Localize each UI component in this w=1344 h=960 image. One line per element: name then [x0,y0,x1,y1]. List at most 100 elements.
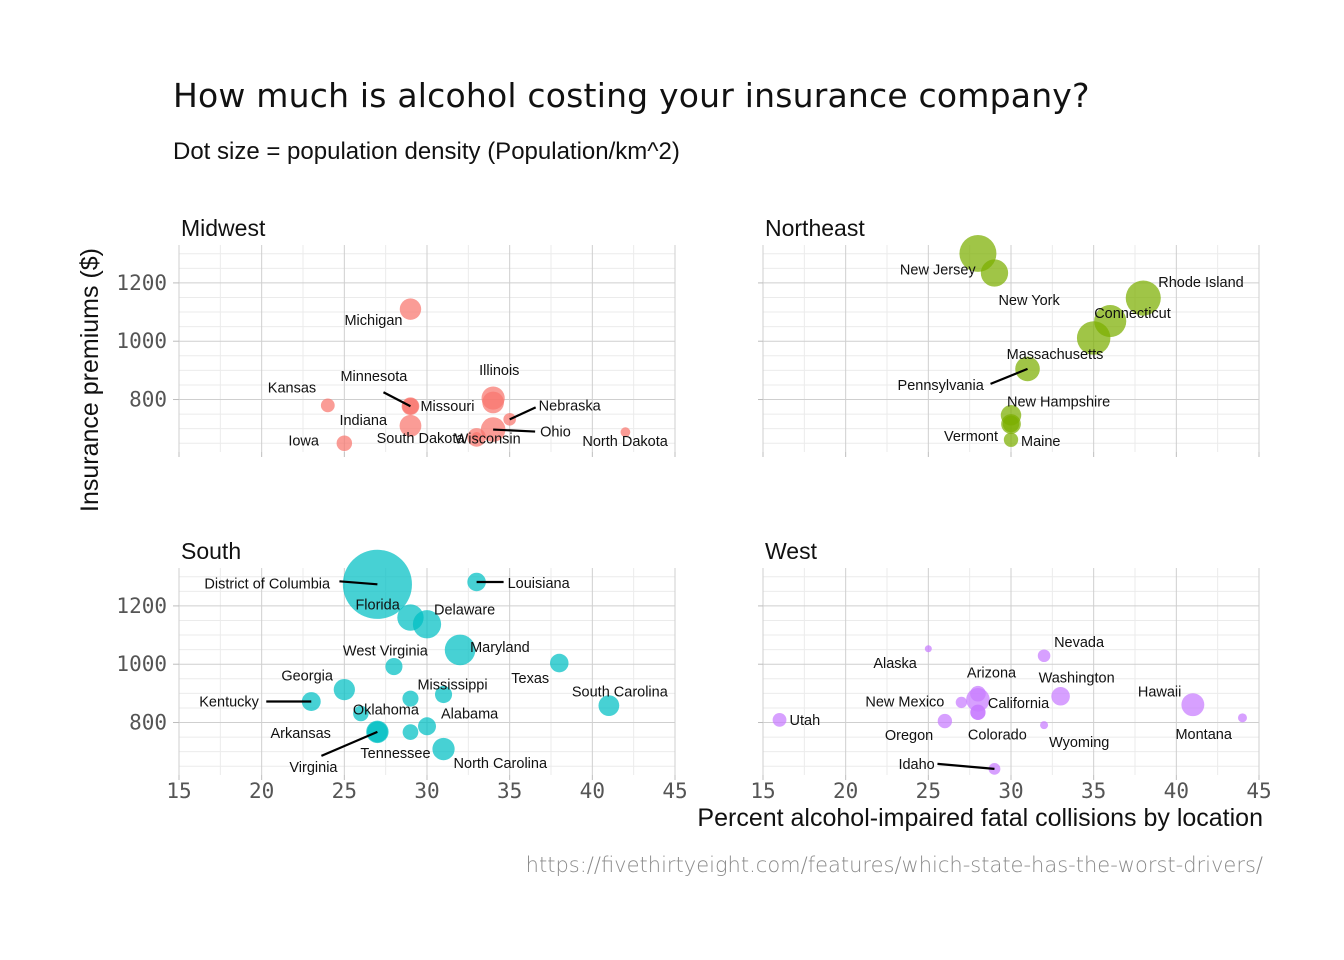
data-point-new-york[interactable] [980,259,1009,287]
data-point-wyoming[interactable] [1040,721,1049,730]
point-label-nebraska: Nebraska [539,398,602,414]
data-point-washington[interactable] [1051,687,1070,706]
data-point-connecticut[interactable] [1094,305,1127,338]
facet-midwest: 800 1000 1200 Midwest Michigan Kansas Indiana M… [116,215,676,457]
leader-line-ohio [493,428,536,433]
data-point-north-carolina[interactable] [432,737,455,761]
y-tick-label: 800 [129,711,167,735]
data-point-iowa[interactable] [336,435,353,451]
point-label-minnesota: Minnesota [340,369,408,385]
point-label-alaska: Alaska [873,656,917,672]
data-point-unlabeled[interactable] [482,391,504,414]
data-point-alabama[interactable] [417,717,437,736]
data-point-vermont[interactable] [1002,415,1020,433]
data-point-indiana[interactable] [399,414,422,437]
facet-northeast: Northeast New Jersey New York Rhode Island C… [758,215,1260,457]
point-label-alabama: Alabama [441,706,499,722]
point-label-delaware: Delaware [434,602,495,618]
x-tick-label: 40 [580,779,605,803]
data-point-mississippi[interactable] [402,690,419,707]
data-point-unlabeled[interactable] [434,685,453,704]
point-label-west-virginia: West Virginia [343,644,429,660]
data-point-nevada[interactable] [1037,649,1051,663]
data-point-south-dakota[interactable] [471,431,482,442]
x-axis-title: Percent alcohol-impaired fatal collision… [697,804,1263,832]
facet-title-northeast: Northeast [765,215,865,241]
y-tick-label: 1000 [116,652,167,676]
data-point-kansas[interactable] [320,398,335,413]
point-label-washington: Washington [1039,670,1115,686]
point-label-mississippi: Mississippi [417,678,487,694]
data-point-utah[interactable] [772,712,787,727]
point-label-texas: Texas [511,671,549,687]
point-label-connecticut: Connecticut [1094,306,1171,322]
point-label-north-carolina: North Carolina [454,756,548,772]
point-label-kansas: Kansas [268,380,316,396]
point-label-oklahoma: Oklahoma [353,702,420,718]
data-point-florida[interactable] [397,604,424,631]
x-tick-label: 20 [833,779,858,803]
point-label-georgia: Georgia [281,669,334,685]
data-point-maine[interactable] [1003,432,1019,447]
y-axis-title: Insurance premiums ($) [76,248,104,512]
data-point-arkansas[interactable] [402,724,419,740]
y-tick-label: 1000 [116,329,167,353]
point-label-colorado: Colorado [968,727,1027,743]
point-label-maryland: Maryland [470,640,530,656]
point-label-nevada: Nevada [1054,635,1105,651]
x-tick-label: 35 [1081,779,1106,803]
point-label-california: California [988,696,1050,712]
data-point-west-virginia[interactable] [385,657,403,676]
point-label-tennessee: Tennessee [360,746,430,762]
y-tick-label: 800 [129,388,167,412]
x-tick-label: 35 [497,779,522,803]
point-label-wyoming: Wyoming [1049,735,1109,751]
chart-subtitle: Dot size = population density (Populatio… [173,138,680,165]
data-point-oklahoma[interactable] [353,705,369,722]
point-label-vermont: Vermont [944,429,998,445]
x-tick-label: 40 [1164,779,1189,803]
data-point-colorado[interactable] [970,704,986,720]
source-caption[interactable]: https://fivethirtyeight.com/features/whi… [525,853,1263,877]
data-point-alaska[interactable] [924,645,932,653]
data-point-nebraska[interactable] [503,413,516,426]
point-label-ohio: Ohio [540,425,571,441]
data-point-rhode-island[interactable] [1125,280,1161,316]
point-label-new-york: New York [998,293,1060,309]
point-label-montana: Montana [1175,727,1232,743]
data-point-south-carolina[interactable] [598,695,620,716]
data-point-new-mexico[interactable] [955,696,968,709]
data-point-north-dakota[interactable] [620,427,631,438]
data-point-hawaii[interactable] [1181,693,1205,717]
chart-title: How much is alcohol costing your insuran… [173,76,1090,115]
facet-south: 800 1000 1200 15 20 25 30 35 40 45 South District o… [116,538,687,803]
facet-title-midwest: Midwest [181,215,266,241]
leader-line-district-of-columbia [339,580,378,586]
data-point-maryland[interactable] [444,634,476,666]
data-point-montana[interactable] [1237,713,1247,723]
point-label-illinois: Illinois [479,363,519,379]
point-label-iowa: Iowa [288,433,320,449]
data-point-michigan[interactable] [399,298,422,320]
y-tick-label: 1200 [116,594,167,618]
point-label-missouri: Missouri [420,399,474,415]
x-tick-label: 45 [1246,779,1271,803]
point-label-virginia: Virginia [289,760,338,776]
y-tick-label: 1200 [116,271,167,295]
x-tick-label: 20 [249,779,274,803]
point-label-new-hampshire: New Hampshire [1007,394,1110,410]
point-label-arizona: Arizona [967,666,1017,682]
point-label-florida: Florida [355,598,400,614]
point-label-district-of-columbia: District of Columbia [204,576,331,592]
facet-panels: 800 1000 1200 Midwest Michigan Kansas Indiana M… [116,215,1271,803]
point-label-hawaii: Hawaii [1138,685,1182,701]
data-point-georgia[interactable] [333,678,355,701]
data-point-oregon[interactable] [937,713,953,729]
data-point-texas[interactable] [549,653,569,673]
data-point-arizona[interactable] [970,685,986,702]
point-label-idaho: Idaho [898,757,934,773]
point-label-kentucky: Kentucky [199,695,259,711]
x-tick-label: 15 [166,779,191,803]
point-label-pennsylvania: Pennsylvania [898,378,985,394]
